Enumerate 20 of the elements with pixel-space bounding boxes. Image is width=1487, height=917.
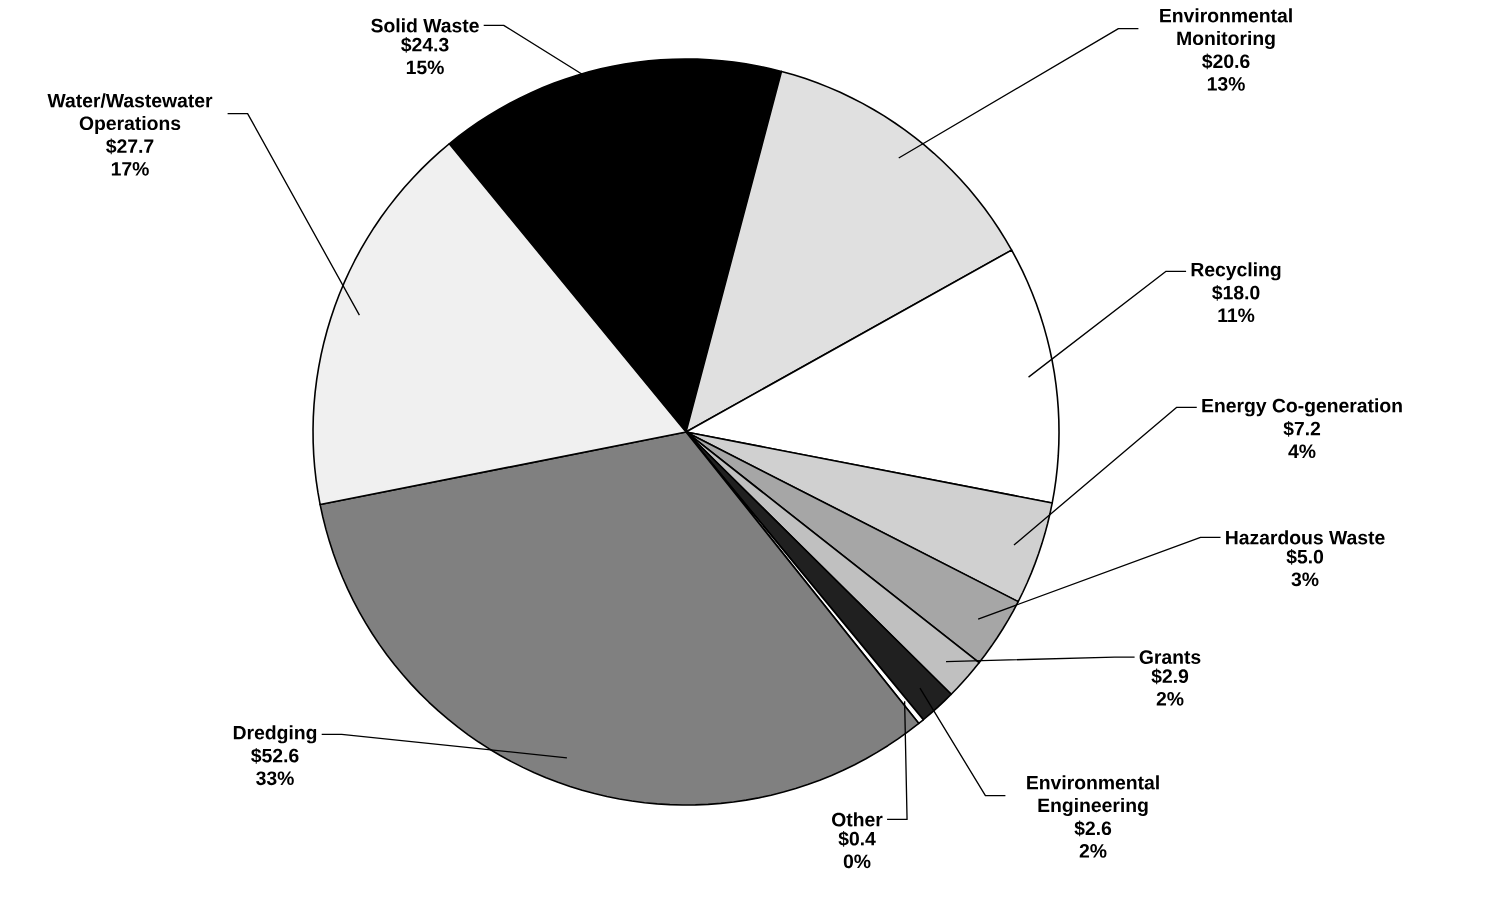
- data-label: $24.3 15%: [401, 36, 449, 75]
- slice-label: Water/Wastewater Operations: [47, 93, 213, 134]
- slice-label: Environmental Engineering: [1027, 775, 1159, 817]
- data-label: $2.6 2%: [1074, 820, 1112, 858]
- slice-label: Dredging: [233, 725, 317, 744]
- data-label: $7.2 4%: [1283, 420, 1321, 459]
- data-label: $2.9 2%: [1151, 668, 1189, 706]
- slice-label: Grants: [1139, 650, 1201, 664]
- data-label: $18.0 11%: [1212, 284, 1260, 323]
- slice-label: Solid Waste: [371, 18, 479, 33]
- slice-label: Hazardous Waste: [1226, 530, 1385, 545]
- slice-label: Other: [832, 812, 883, 827]
- data-label: $20.6 13%: [1202, 53, 1250, 91]
- data-label: $0.4 0%: [838, 830, 876, 869]
- slice-label: Recycling: [1191, 262, 1281, 281]
- data-label: $27.7 17%: [106, 138, 154, 176]
- slice-label: Environmental Monitoring: [1160, 8, 1292, 50]
- data-label: $5.0 3%: [1286, 548, 1324, 587]
- data-label: $52.6 33%: [251, 747, 299, 786]
- slice-label: Energy Co-generation: [1202, 398, 1402, 417]
